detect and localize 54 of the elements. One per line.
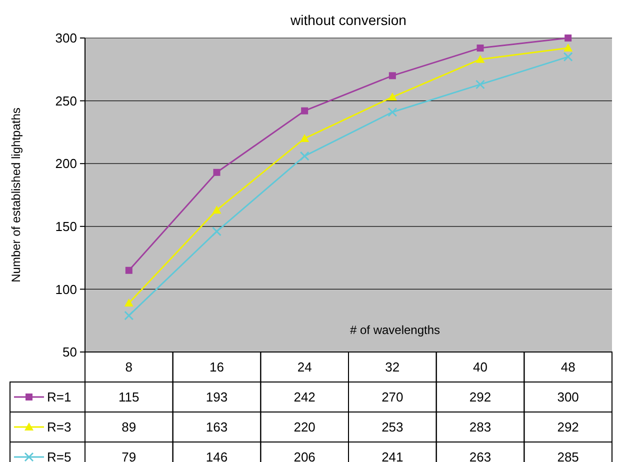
point [124, 298, 134, 307]
data-label: 79 [122, 450, 136, 462]
point [300, 151, 310, 161]
x-tick-label: 40 [473, 360, 488, 375]
legend-label: R=5 [47, 450, 72, 462]
legend-label: R=1 [47, 390, 72, 405]
point [388, 107, 398, 117]
data-label: 146 [206, 450, 228, 462]
legend-label: R=3 [47, 420, 72, 435]
y-tick-label: 200 [55, 156, 77, 172]
y-tick-label: 100 [55, 282, 77, 297]
data-label: 220 [294, 420, 316, 435]
x-tick-label: 8 [125, 360, 133, 375]
point [124, 310, 134, 320]
data-label: 206 [294, 450, 316, 462]
point [125, 266, 132, 274]
data-label: 241 [382, 450, 404, 462]
y-tick-label: 50 [62, 344, 77, 360]
data-label: 193 [206, 390, 228, 405]
data-label: 163 [206, 420, 228, 435]
point [212, 226, 222, 236]
point [476, 54, 485, 63]
x-tick-label: 24 [297, 360, 312, 375]
point [476, 44, 484, 52]
chart-title: without conversion [290, 12, 406, 28]
data-label: 300 [557, 390, 579, 405]
x-tick-label: 48 [560, 360, 576, 375]
point [564, 34, 572, 42]
point [213, 168, 220, 176]
data-label: 283 [469, 420, 492, 435]
point [300, 134, 310, 142]
point [388, 72, 396, 80]
data-label: 253 [382, 420, 404, 435]
point [476, 80, 485, 90]
data-label: 263 [469, 450, 492, 462]
data-label: 270 [382, 390, 404, 405]
data-label: 115 [118, 390, 140, 405]
y-axis-title: Number of established lightpaths [9, 108, 23, 282]
point [564, 44, 573, 52]
point [388, 92, 397, 101]
x-tick-label: 16 [210, 360, 224, 375]
y-tick-label: 250 [55, 93, 77, 108]
data-label: 285 [557, 450, 579, 462]
x-tick-label: 32 [385, 360, 400, 375]
data-label: 292 [557, 420, 579, 435]
data-label: 89 [122, 420, 136, 435]
point [212, 206, 222, 214]
data-label: 242 [294, 390, 316, 405]
y-tick-label: 150 [55, 218, 77, 234]
data-label: 292 [469, 390, 492, 405]
point [301, 107, 308, 114]
y-tick-label: 300 [55, 30, 77, 46]
point [563, 52, 573, 62]
x-axis-title: # of wavelengths [350, 323, 440, 337]
